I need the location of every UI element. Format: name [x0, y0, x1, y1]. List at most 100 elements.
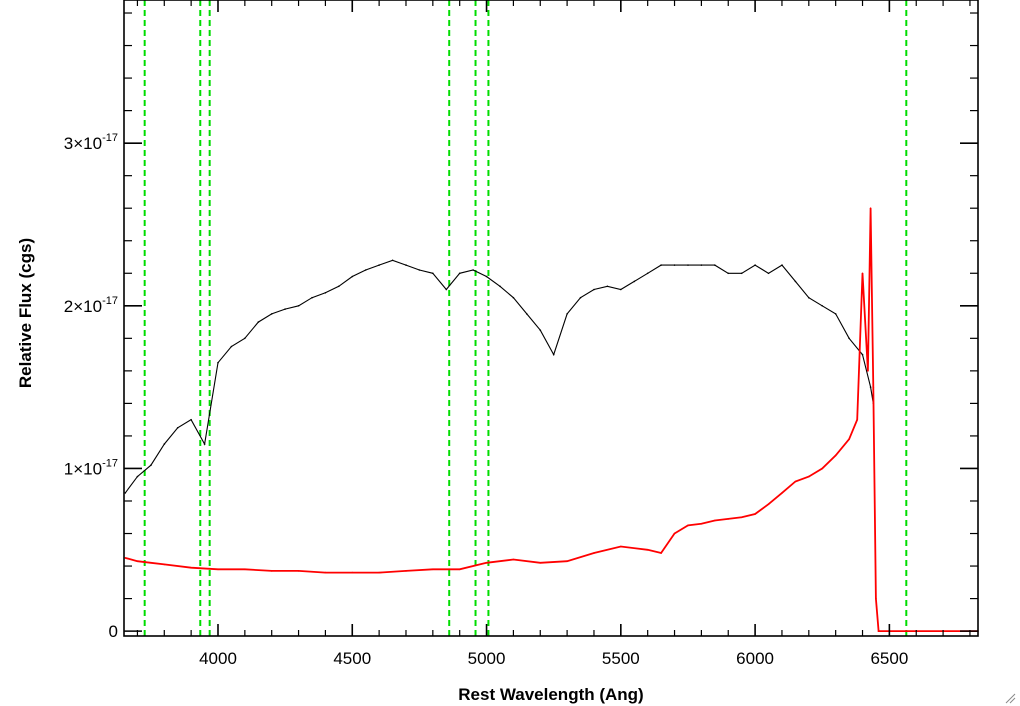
spectrum-point	[660, 264, 662, 266]
spectrum-point	[821, 305, 823, 307]
resize-grip-icon[interactable]	[1004, 692, 1016, 704]
spectrum-point	[848, 337, 850, 340]
error-point	[794, 480, 797, 483]
spectrum-point	[552, 353, 555, 356]
spectrum-point	[270, 313, 273, 315]
error-point	[539, 562, 542, 564]
error-point	[867, 370, 869, 372]
error-point	[856, 418, 858, 421]
spectrum-point	[808, 296, 810, 299]
error-point	[781, 492, 783, 494]
error-point	[620, 545, 622, 548]
error-point	[512, 558, 515, 561]
spectrum-point	[740, 272, 743, 275]
error-point	[754, 513, 756, 515]
error-point	[740, 516, 743, 519]
error-point	[646, 549, 649, 551]
error-point	[848, 438, 850, 441]
error-point	[566, 560, 568, 562]
error-point	[136, 560, 139, 562]
error-point	[727, 518, 729, 520]
y-axis-label: Relative Flux (cgs)	[16, 238, 35, 388]
spectrum-point	[351, 275, 354, 278]
spectrum-point	[445, 288, 448, 291]
error-point	[593, 552, 595, 554]
error-point	[700, 523, 703, 525]
spectrum-point	[781, 264, 783, 266]
spectrum-point	[834, 313, 837, 315]
y-tick-label: 2×10-17	[64, 295, 118, 316]
error-point	[877, 630, 880, 632]
spectrum-point	[794, 280, 797, 283]
error-point	[324, 571, 327, 574]
x-tick-label: 4500	[333, 649, 371, 668]
emission-line-markers	[143, 0, 908, 636]
error-point	[150, 562, 152, 564]
error-point	[351, 571, 354, 574]
error-point	[244, 568, 246, 571]
spectrum-point	[458, 272, 461, 275]
error-point	[687, 524, 689, 527]
x-tick-label: 6500	[870, 649, 908, 668]
error-point	[767, 503, 770, 506]
spectrum-point	[687, 264, 689, 266]
error-point	[673, 532, 676, 535]
error-point	[217, 568, 219, 571]
spectrum-point	[136, 475, 139, 478]
spectrum-point	[364, 269, 367, 271]
spectrum-point	[499, 285, 501, 288]
spectrum-point	[124, 492, 127, 494]
spectrum-point	[176, 427, 179, 429]
error-point	[297, 570, 300, 572]
spectrum-point	[714, 264, 716, 266]
error-point	[405, 570, 407, 572]
y-tick-label: 3×10-17	[64, 132, 118, 153]
spectrum-point	[391, 259, 394, 262]
error-line	[125, 208, 978, 632]
spectrum-point	[673, 264, 676, 266]
spectrum-point	[861, 353, 864, 356]
spectrum-point	[620, 288, 622, 291]
spectrum-point	[512, 296, 515, 299]
error-point	[163, 563, 166, 566]
spectrum-point	[338, 285, 340, 288]
plot-frame	[123, 0, 979, 637]
x-tick-label: 6000	[736, 649, 774, 668]
spectrum-point	[727, 272, 729, 275]
error-point	[458, 568, 461, 571]
spectrum-point	[378, 264, 380, 266]
x-tick-label: 5500	[602, 649, 640, 668]
error-point	[808, 475, 810, 478]
error-point	[660, 552, 662, 554]
spectrum-point	[754, 264, 756, 266]
error-point	[190, 566, 192, 569]
spectrum-point	[526, 313, 528, 315]
x-axis-ticks: 4000 4500 5000 5500 6000 6500	[136, 0, 971, 668]
spectrum-series	[124, 259, 875, 494]
error-point	[875, 597, 877, 600]
error-point	[869, 207, 872, 209]
error-point	[821, 467, 823, 470]
y-tick-label: 0	[109, 622, 118, 641]
spectrum-point	[244, 337, 246, 340]
spectrum-point	[284, 308, 286, 310]
x-tick-label: 5000	[468, 649, 506, 668]
error-point	[124, 557, 127, 559]
spectrum-point	[190, 418, 192, 421]
spectrum-point	[324, 292, 327, 294]
spectrum-line	[124, 259, 874, 494]
spectrum-point	[418, 269, 421, 271]
spectrum-point	[539, 329, 542, 332]
spectrum-point	[432, 272, 434, 275]
error-point	[861, 272, 864, 275]
spectrum-point	[700, 264, 703, 266]
spectrum-point	[485, 275, 488, 278]
y-axis-ticks: 0 1×10-17 2×10-17 3×10-17	[64, 12, 978, 641]
spectrum-point	[150, 464, 152, 467]
x-tick-label: 4000	[199, 649, 237, 668]
spectrum-point	[593, 288, 595, 291]
error-point	[872, 386, 875, 388]
spectrum-point	[203, 443, 206, 445]
spectrum-point	[257, 321, 260, 323]
